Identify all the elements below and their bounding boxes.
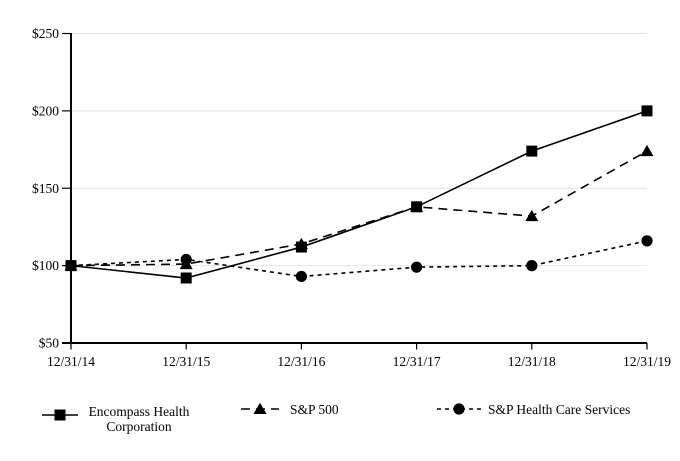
circle-marker (295, 270, 307, 283)
x-axis-tick-label: 12/31/15 (162, 354, 210, 369)
legend-label-encompass-health-corporation: Encompass Health Corporation (84, 404, 194, 434)
series-line-0 (70, 110, 648, 279)
triangle-marker (253, 402, 267, 414)
triangle-marker (525, 209, 539, 222)
circle-marker (180, 253, 192, 266)
circle-marker (453, 403, 465, 415)
square-marker (65, 260, 77, 272)
square-marker (180, 272, 192, 284)
x-axis-tick-label: 12/31/16 (277, 354, 325, 369)
square-marker (54, 409, 66, 421)
y-axis-tick-label: $150 (32, 181, 59, 196)
x-axis-tick-label: 12/31/17 (393, 354, 441, 369)
square-marker (295, 241, 307, 253)
y-axis-tick-label: $50 (39, 336, 60, 351)
x-axis-tick-label: 12/31/14 (47, 354, 95, 369)
legend-label-encompass-line1: Encompass Health (88, 404, 190, 419)
series-line-1 (70, 150, 648, 267)
y-axis-tick-label: $200 (32, 103, 59, 118)
triangle-marker (640, 144, 654, 157)
square-marker (641, 105, 653, 117)
y-axis-tick-label: $250 (32, 26, 59, 41)
x-axis-tick-label: 12/31/18 (508, 354, 556, 369)
y-axis-tick-label: $100 (32, 258, 59, 273)
circle-marker (526, 260, 538, 272)
square-marker (526, 145, 538, 157)
circle-marker (641, 235, 653, 247)
x-axis-tick-label: 12/31/19 (623, 354, 671, 369)
series-line-2 (70, 240, 648, 278)
square-marker (411, 201, 423, 213)
legend-label-sp-500: S&P 500 (290, 402, 339, 417)
legend-label-encompass-line2: Corporation (106, 419, 172, 434)
legend-label-sp-health-care-services: S&P Health Care Services (488, 402, 631, 417)
circle-marker (411, 261, 423, 273)
